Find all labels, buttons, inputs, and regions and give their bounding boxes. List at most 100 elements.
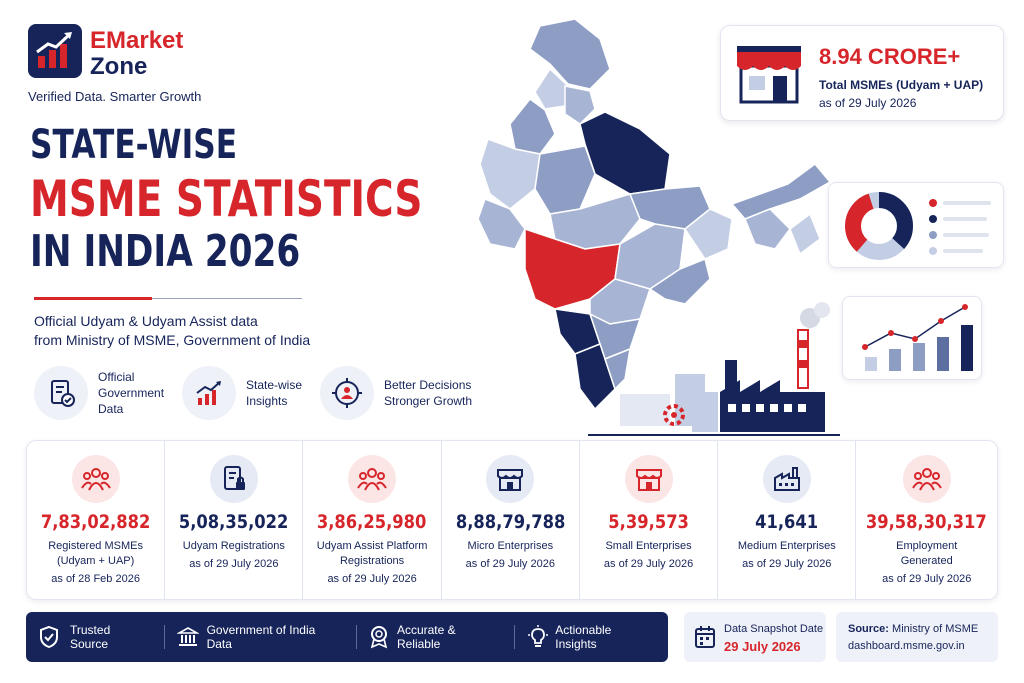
feature-label-line: Stronger Growth: [384, 394, 473, 408]
trust-item-trusted-source: Trusted Source: [26, 623, 164, 651]
stat-label-line: Employment: [896, 540, 958, 552]
page-title-line1: STATE-WISE: [30, 122, 238, 168]
stat-label-line: Micro Enterprises: [467, 540, 554, 552]
feature-label: State-wise Insights: [246, 377, 302, 409]
stat-medium-enterprises: 41,641 Medium Enterprises as of 29 July …: [717, 441, 855, 599]
trust-item-label: Government of India Data: [206, 623, 316, 651]
source-url[interactable]: dashboard.msme.gov.in: [848, 640, 965, 652]
stat-value: 5,08,35,022: [179, 511, 289, 533]
stat-label-line: (Udyam + UAP): [56, 555, 135, 567]
stat-date: as of 29 July 2026: [603, 558, 694, 570]
snapshot-label: Data Snapshot Date: [724, 623, 824, 635]
stat-label-line: Udyam Assist Platform: [316, 540, 428, 552]
trust-bar: Trusted Source Government of India Data …: [26, 612, 668, 662]
people-group-icon: [348, 455, 397, 503]
donut-chart-card: [828, 182, 1004, 268]
growth-chart-logo-icon: [36, 32, 72, 68]
data-snapshot-box: Data Snapshot Date 29 July 2026: [684, 612, 826, 662]
feature-label: Better Decisions Stronger Growth: [384, 377, 472, 409]
feature-label-line: State-wise: [246, 378, 303, 392]
feature-official-data: Official Government Data: [34, 366, 164, 420]
stat-label-line: Registrations: [339, 555, 405, 567]
stat-label: Employment Generated: [856, 539, 997, 569]
feature-label-line: Better Decisions: [384, 378, 472, 392]
stat-value: 39,58,30,317: [866, 511, 988, 533]
stat-value: 3,86,25,980: [317, 511, 427, 533]
trust-item-label: Trusted Source: [70, 623, 111, 651]
factory-icon: [762, 455, 811, 503]
document-check-icon: [34, 366, 88, 420]
source-org: Ministry of MSME: [892, 623, 979, 635]
divider: [163, 625, 165, 649]
award-badge-icon: [370, 626, 388, 649]
bar-chart-growth-icon: [182, 366, 236, 420]
stat-udyam-registrations: 5,08,35,022 Udyam Registrations as of 29…: [164, 441, 302, 599]
source-label: Source:: [848, 623, 889, 635]
storefront-icon: [737, 46, 801, 104]
shield-check-icon: [40, 625, 58, 649]
shop-icon: [486, 455, 535, 503]
stat-date: as of 28 Feb 2026: [51, 573, 140, 585]
stat-small-enterprises: 5,39,573 Small Enterprises as of 29 July…: [578, 441, 717, 599]
trust-item-government-data: Government of India Data: [165, 623, 356, 651]
stat-date: as of 29 July 2026: [327, 573, 417, 585]
donut-chart-icon: [845, 192, 991, 260]
lightbulb-icon: [528, 625, 549, 647]
document-lock-icon: [209, 455, 258, 503]
india-map-illustration: [477, 18, 840, 436]
divider: [355, 625, 357, 649]
brand-logo: [28, 24, 82, 78]
stat-date: as of 29 July 2026: [742, 558, 832, 570]
feature-label-line: Government: [98, 386, 165, 400]
subtitle-line2: from Ministry of MSME, Government of Ind…: [34, 332, 311, 348]
calendar-icon: [695, 626, 715, 648]
page-title-line3: IN INDIA 2026: [30, 226, 301, 277]
brand-name-line1: EMarket: [90, 27, 184, 54]
feature-label: Official Government Data: [98, 369, 164, 417]
stat-label-line: Udyam Registrations: [182, 540, 285, 552]
stat-label-line: Medium Enterprises: [737, 540, 836, 552]
total-msme-card: 8.94 CRORE+ Total MSMEs (Udyam + UAP) as…: [720, 25, 1004, 121]
stat-date: as of 29 July 2026: [465, 558, 555, 570]
stat-date: as of 29 July 2026: [882, 573, 972, 585]
stat-micro-enterprises: 8,88,79,788 Micro Enterprises as of 29 J…: [440, 441, 579, 599]
trust-item-accurate: Accurate & Reliable: [357, 623, 514, 651]
feature-label-line: Data: [98, 402, 124, 416]
brand-tagline: Verified Data. Smarter Growth: [28, 89, 202, 104]
stat-value: 8,88,79,788: [455, 511, 566, 533]
stat-employment: 39,58,30,317 Employment Generated as of …: [855, 441, 997, 599]
stat-registered-msmes: 7,83,02,882 Registered MSMEs (Udyam + UA…: [27, 441, 164, 599]
people-group-icon: [902, 455, 951, 503]
growth-bar-chart-icon: [862, 304, 973, 371]
brand-name: EMarket Zone: [90, 28, 183, 80]
total-msme-value: 8.94 CRORE+: [819, 44, 961, 69]
stat-label-line: Registered MSMEs: [48, 540, 143, 552]
stat-label: Udyam Assist Platform Registrations: [303, 539, 440, 569]
trust-item-insights: Actionable Insights: [515, 623, 668, 651]
feature-state-insights: State-wise Insights: [182, 366, 302, 420]
stat-value: 41,641: [755, 511, 819, 533]
stat-label: Registered MSMEs (Udyam + UAP): [27, 539, 164, 569]
total-msme-label: Total MSMEs (Udyam + UAP): [819, 78, 984, 92]
snapshot-date: 29 July 2026: [724, 639, 801, 654]
total-msme-date: as of 29 July 2026: [819, 96, 917, 110]
source-line: Source: Ministry of MSME: [848, 623, 978, 635]
subtitle-line1: Official Udyam & Udyam Assist data: [34, 313, 258, 329]
feature-label-line: Insights: [246, 394, 288, 408]
stat-label: Micro Enterprises: [442, 539, 579, 554]
feature-better-decisions: Better Decisions Stronger Growth: [320, 366, 472, 420]
storefront-icon: [624, 455, 673, 503]
brand-name-line2: Zone: [90, 53, 148, 80]
stat-label: Small Enterprises: [580, 539, 717, 554]
divider: [514, 625, 516, 649]
page-title-line2: MSME STATISTICS: [30, 170, 423, 228]
title-divider: [152, 298, 302, 299]
stat-date: as of 29 July 2026: [189, 558, 279, 570]
stat-label: Medium Enterprises: [718, 539, 855, 554]
factory-icon: [663, 302, 830, 432]
target-people-icon: [320, 366, 374, 420]
feature-label-line: Official: [98, 370, 135, 384]
skyline-building: [620, 394, 670, 426]
source-box: Source: Ministry of MSME dashboard.msme.…: [836, 612, 998, 662]
stat-label-line: Small Enterprises: [605, 540, 692, 552]
